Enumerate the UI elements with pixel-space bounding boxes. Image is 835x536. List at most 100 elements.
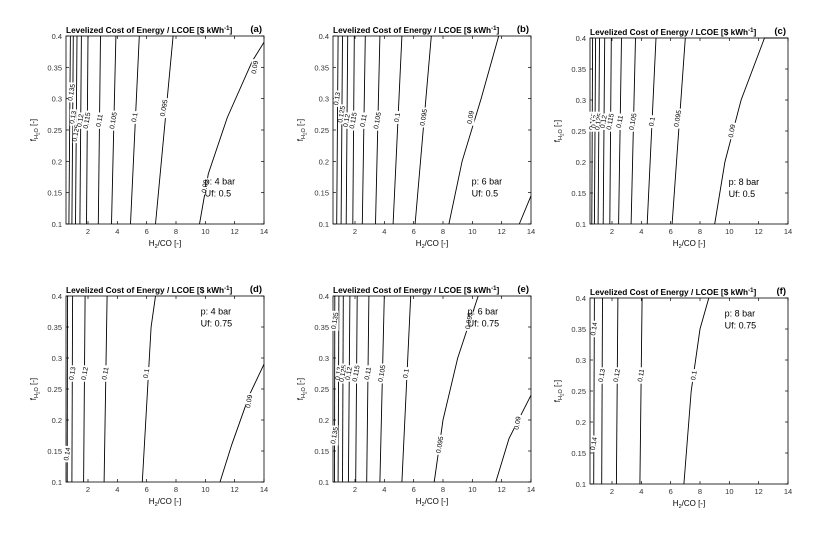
- contour-label-bg: [68, 82, 76, 103]
- x-tick-label: 4: [382, 485, 386, 494]
- x-tick-label: 12: [497, 227, 505, 236]
- chart-panel-2: Levelized Cost of Energy / LCOE [$ kWh-1…: [296, 24, 535, 250]
- x-label-part: /CO [-]: [158, 497, 182, 506]
- x-label-part: /CO [-]: [425, 497, 449, 506]
- parameter-annotation: p: 6 bar: [472, 177, 503, 187]
- contour-label: 0.09: [513, 416, 522, 430]
- y-axis-label: fH2O [-]: [553, 120, 565, 142]
- y-tick-label: 0.35: [571, 65, 586, 74]
- y-tick-label: 0.35: [314, 323, 329, 332]
- contour-line: [355, 295, 358, 483]
- contour-line: [83, 295, 86, 483]
- y-tick-label: 0.15: [314, 189, 329, 198]
- contour-label: 0.09: [251, 60, 260, 74]
- y-label-part: f: [553, 139, 562, 142]
- contour-label-bg: [613, 367, 621, 384]
- contour-label: 0.1: [648, 116, 657, 127]
- y-label-part: 2: [303, 132, 308, 135]
- contour-label: 0.125: [337, 105, 347, 123]
- y-tick-label: 0.3: [319, 95, 329, 104]
- y-tick-label: 0.2: [576, 158, 586, 167]
- contour-label: 0.115: [349, 112, 359, 130]
- contour-label-bg: [81, 365, 89, 382]
- y-tick-label: 0.15: [47, 447, 62, 456]
- contour-label-bg: [77, 112, 85, 129]
- x-tick-label: 12: [230, 485, 238, 494]
- parameter-annotation: p: 4 bar: [201, 307, 232, 317]
- title-end: ]: [496, 285, 499, 295]
- chart-title: Levelized Cost of Energy / LCOE [$ kWh-1…: [590, 27, 756, 37]
- y-label-part: O: [34, 386, 40, 391]
- title-unit-superscript: -1: [224, 286, 230, 292]
- x-tick-label: 8: [698, 227, 702, 236]
- contour-label-bg: [595, 111, 603, 132]
- contour-label-bg: [648, 115, 656, 129]
- y-tick-label: 0.1: [576, 220, 586, 229]
- plot-frame: [589, 297, 789, 485]
- y-tick-label: 0.2: [52, 416, 62, 425]
- x-label-part: H: [673, 239, 679, 248]
- contour-label: 0.125: [594, 113, 604, 131]
- title-end: ]: [753, 287, 756, 297]
- contour-label: 0.12: [81, 366, 90, 380]
- y-label-part: 2: [36, 391, 41, 394]
- title-unit-superscript: -1: [224, 26, 230, 32]
- contour-label: 0.13: [598, 368, 607, 382]
- contour-line: [155, 35, 174, 225]
- contour-label: 0.095: [160, 99, 170, 117]
- y-label-part: [-]: [29, 378, 38, 387]
- y-label-part: O: [301, 127, 307, 132]
- y-label-part: O: [558, 388, 564, 393]
- x-tick-label: 14: [527, 227, 535, 236]
- y-tick-label: 0.3: [52, 354, 62, 363]
- chart-title: Levelized Cost of Energy / LCOE [$ kWh-1…: [333, 25, 499, 35]
- chart-panel-1: Levelized Cost of Energy / LCOE [$ kWh-1…: [29, 24, 268, 250]
- y-axis-label: fH2O [-]: [29, 378, 41, 400]
- contour-label-bg: [616, 113, 624, 130]
- parameter-annotation: p: 8 bar: [725, 309, 756, 319]
- contour-line: [219, 364, 265, 483]
- contour-label-bg: [345, 365, 353, 382]
- y-tick-label: 0.4: [52, 32, 62, 41]
- y-tick-label: 0.3: [319, 354, 329, 363]
- parameter-annotation: p: 6 bar: [468, 307, 499, 317]
- contour-label-bg: [590, 320, 598, 338]
- y-tick-label: 0.25: [571, 127, 586, 136]
- x-label-part: 2: [679, 244, 682, 250]
- y-axis-label: fH2O [-]: [553, 380, 565, 402]
- y-tick-label: 0.35: [47, 323, 62, 332]
- x-tick-label: 12: [754, 487, 762, 496]
- x-label-part: /CO [-]: [158, 239, 182, 248]
- x-tick-label: 6: [412, 227, 416, 236]
- contour-label-bg: [245, 393, 253, 410]
- y-axis-label: fH2O [-]: [296, 119, 308, 141]
- contour-label-bg: [420, 107, 428, 128]
- chart-title: Levelized Cost of Energy / LCOE [$ kWh-1…: [333, 285, 499, 295]
- y-label-part: [-]: [553, 380, 562, 389]
- contour-line: [615, 297, 619, 485]
- contour-label: 0.14: [590, 436, 599, 450]
- contour-line: [345, 35, 349, 225]
- contour-label-bg: [331, 310, 339, 331]
- y-tick-label: 0.35: [47, 63, 62, 72]
- x-tick-label: 12: [230, 227, 238, 236]
- contour-label: 0.115: [83, 112, 93, 130]
- contour-label-bg: [598, 367, 606, 384]
- x-axis-label: H2/CO [-]: [416, 497, 448, 508]
- y-label-part: H: [558, 136, 564, 140]
- contour-label-bg: [674, 108, 682, 129]
- contour-line: [601, 297, 603, 485]
- x-axis-label: H2/CO [-]: [149, 239, 181, 250]
- contour-label: 0.105: [109, 111, 119, 129]
- y-tick-label: 0.15: [47, 189, 62, 198]
- contour-line: [103, 295, 108, 483]
- y-label-part: f: [29, 397, 38, 400]
- contour-line: [130, 35, 140, 225]
- contour-label: 0.135: [331, 312, 341, 330]
- contour-line: [71, 295, 74, 483]
- y-label-part: [-]: [29, 119, 38, 128]
- contour-label: 0.1: [402, 368, 411, 379]
- y-tick-label: 0.4: [319, 32, 329, 41]
- x-tick-label: 2: [353, 227, 357, 236]
